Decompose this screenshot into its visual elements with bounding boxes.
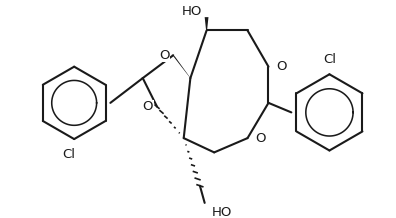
Text: O: O (143, 100, 153, 113)
Text: Cl: Cl (62, 148, 75, 161)
Polygon shape (205, 17, 208, 31)
Polygon shape (171, 54, 191, 78)
Text: HO: HO (181, 5, 202, 18)
Text: Cl: Cl (323, 53, 336, 66)
Text: HO: HO (211, 206, 232, 218)
Text: O: O (255, 132, 266, 145)
Text: O: O (276, 60, 287, 73)
Text: O: O (159, 49, 169, 62)
